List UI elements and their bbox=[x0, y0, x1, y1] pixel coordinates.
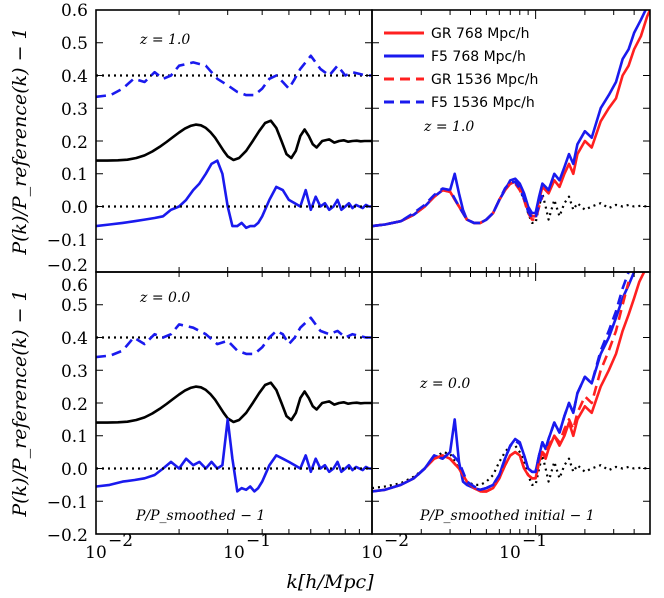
y-tick-label-bottom: 0.2 bbox=[61, 395, 88, 415]
annotation-z-top-left: z = 1.0 bbox=[139, 32, 190, 48]
x-tick-label-exponent: −2 bbox=[108, 531, 133, 551]
y-tick-label-top: 0.5 bbox=[61, 34, 88, 54]
y-axis-title-top: P(k)/P_reference(k) − 1 bbox=[9, 27, 31, 255]
series-line-p-p-smoothed-1 bbox=[96, 418, 372, 493]
y-tick-label-top: 0.0 bbox=[61, 198, 88, 218]
y-tick-label-top: −0.2 bbox=[47, 256, 88, 276]
legend-label-gr-1536: GR 1536 Mpc/h bbox=[431, 72, 538, 88]
y-tick-label-bottom: −0.2 bbox=[47, 526, 88, 546]
y-tick-label-bottom: 0.3 bbox=[61, 362, 88, 382]
series-line-f5-768-mpc-h bbox=[372, 10, 647, 228]
x-tick-label-exponent: −1 bbox=[522, 531, 547, 551]
legend: GR 768 Mpc/h F5 768 Mpc/h GR 1536 Mpc/h … bbox=[384, 26, 538, 111]
x-axis-title: k[h/Mpc] bbox=[286, 571, 374, 593]
annotation-z-bottom-right: z = 0.0 bbox=[419, 376, 470, 392]
panel-series-tr bbox=[372, 10, 650, 228]
series-line-gr-768-mpc-h bbox=[372, 10, 650, 228]
series-line-bao-wiggles bbox=[96, 381, 372, 424]
legend-label-gr-768: GR 768 Mpc/h bbox=[431, 26, 529, 42]
series-line-f5-1536-mpc-h bbox=[96, 316, 372, 359]
series-line-zero-ref bbox=[372, 182, 650, 228]
y-tick-label-bottom: 0.1 bbox=[61, 427, 88, 447]
series-line-f5-768-mpc-h bbox=[372, 272, 636, 493]
panel-series-bl bbox=[96, 316, 372, 493]
y-tick-label-top: 0.6 bbox=[61, 1, 88, 21]
x-tick-label-base: 10 bbox=[223, 543, 245, 563]
y-tick-label-top: 0.1 bbox=[61, 165, 88, 185]
legend-label-f5-1536: F5 1536 Mpc/h bbox=[431, 95, 535, 111]
series-line-bao-wiggles bbox=[96, 119, 372, 162]
legend-label-f5-768: F5 768 Mpc/h bbox=[431, 49, 526, 65]
y-tick-label-bottom: 0.0 bbox=[61, 460, 88, 480]
x-tick-label-base: 10 bbox=[499, 543, 521, 563]
x-tick-label-exponent: −1 bbox=[246, 531, 271, 551]
x-tick-label-base: 10 bbox=[361, 543, 383, 563]
series-line-f5-1536-mpc-h bbox=[416, 272, 630, 492]
annotation-smoothed-label: P/P_smoothed − 1 bbox=[135, 508, 265, 524]
x-tick-label-exponent: −2 bbox=[384, 531, 409, 551]
series-line-zero-ref bbox=[372, 444, 650, 490]
y-tick-label-bottom: 0.4 bbox=[61, 329, 88, 349]
annotation-z-top-right: z = 1.0 bbox=[423, 119, 474, 135]
annotation-z-bottom-left: z = 0.0 bbox=[139, 290, 190, 306]
y-tick-label-bottom: −0.1 bbox=[47, 493, 88, 513]
series-line-p-p-smoothed-1 bbox=[96, 159, 372, 230]
y-tick-label-top: 0.2 bbox=[61, 133, 88, 153]
series-line-gr-1536-mpc-h bbox=[433, 281, 630, 493]
series-line-gr-768-mpc-h bbox=[372, 272, 646, 493]
y-tick-label-bottom: 0.6 bbox=[61, 276, 88, 296]
panel-series-br bbox=[372, 272, 650, 493]
y-tick-label-top: 0.4 bbox=[61, 67, 88, 87]
series-line-f5-1536-mpc-h bbox=[96, 54, 372, 99]
y-tick-label-top: 0.3 bbox=[61, 100, 88, 120]
panel-frame-bottom-right bbox=[371, 271, 651, 535]
series-layer bbox=[96, 10, 650, 493]
panel-series-tl bbox=[96, 54, 372, 230]
y-axis-title-bottom: P(k)/P_reference(k) − 1 bbox=[9, 289, 31, 517]
y-tick-label-bottom: 0.5 bbox=[61, 296, 88, 316]
y-tick-label-top: −0.1 bbox=[47, 231, 88, 251]
annotation-smoothed-initial-label: P/P_smoothed initial − 1 bbox=[419, 508, 595, 524]
x-tick-label-base: 10 bbox=[85, 543, 107, 563]
series-line-f5-1536-mpc-h bbox=[372, 180, 544, 228]
